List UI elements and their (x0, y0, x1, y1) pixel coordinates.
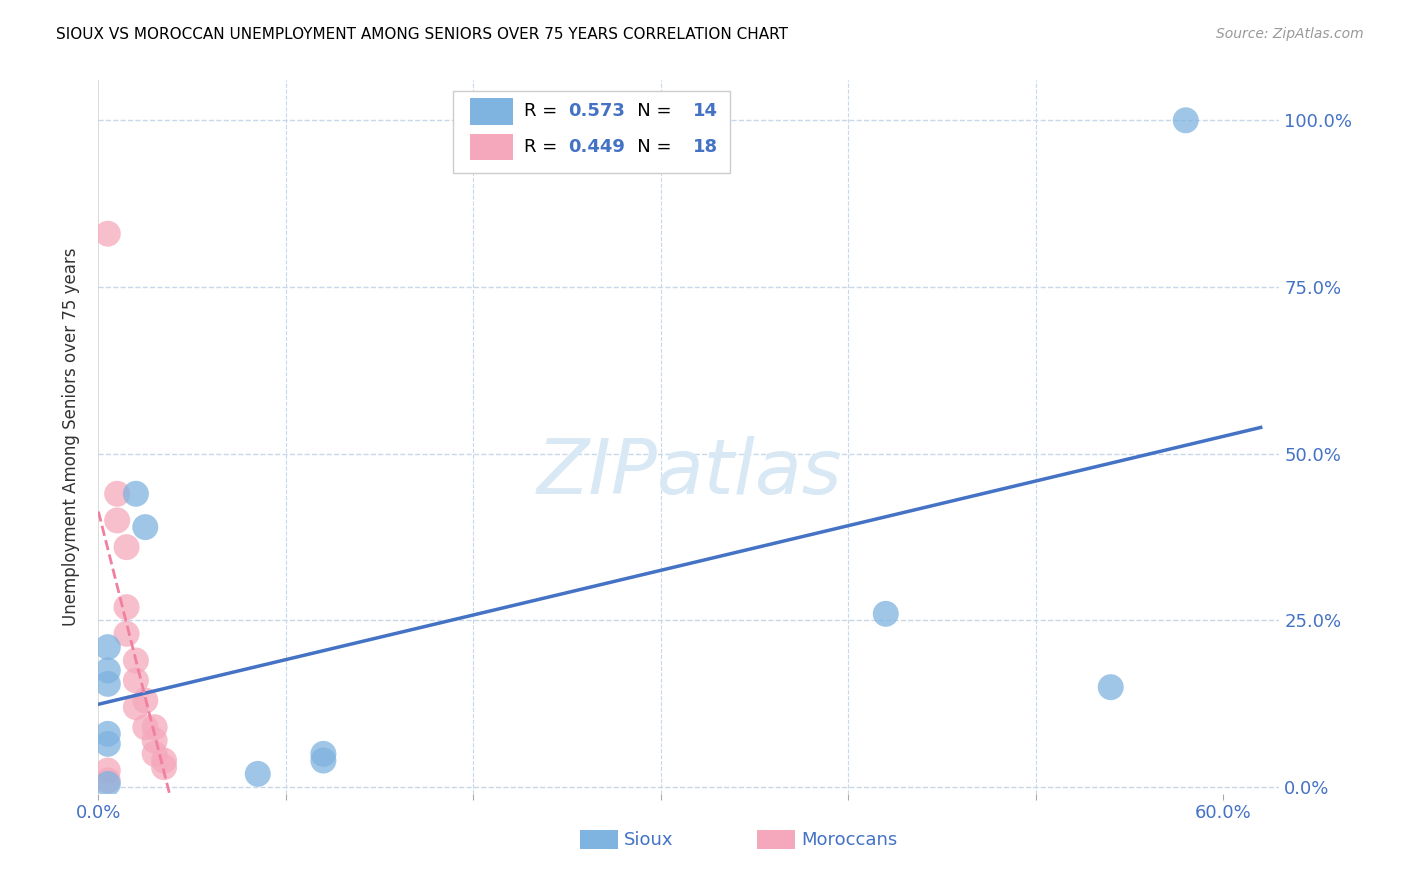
Text: ZIPatlas: ZIPatlas (536, 436, 842, 509)
Text: 18: 18 (693, 138, 717, 156)
Point (97, 677, 120, 691)
Point (105, 487, 128, 501)
Point (125, 653, 148, 667)
Point (115, 600, 138, 615)
FancyBboxPatch shape (581, 830, 619, 849)
Point (125, 700, 148, 714)
Point (312, 747, 335, 761)
Point (97, 777, 120, 791)
FancyBboxPatch shape (471, 98, 513, 125)
Point (97, 764, 120, 778)
Text: Moroccans: Moroccans (801, 830, 897, 848)
Point (153, 754, 176, 768)
Point (134, 693, 156, 707)
Point (115, 627, 138, 641)
FancyBboxPatch shape (453, 91, 730, 173)
Point (143, 720, 166, 734)
Point (125, 487, 148, 501)
Point (143, 733, 166, 747)
Point (97, 227, 120, 241)
Point (97, 737, 120, 751)
Text: Sioux: Sioux (624, 830, 673, 848)
Text: 14: 14 (693, 103, 717, 120)
Point (134, 720, 156, 734)
Point (97, 773, 120, 788)
Point (246, 767, 269, 781)
Text: N =: N = (620, 103, 678, 120)
Y-axis label: Unemployment Among Seniors over 75 years: Unemployment Among Seniors over 75 years (62, 248, 80, 626)
Point (134, 520, 156, 534)
Point (1099, 680, 1122, 694)
Text: R =: R = (523, 138, 562, 156)
Point (143, 747, 166, 761)
Point (97, 727, 120, 741)
Point (125, 673, 148, 688)
Text: R =: R = (523, 103, 562, 120)
Point (1174, 113, 1197, 128)
Text: 0.573: 0.573 (568, 103, 626, 120)
Text: N =: N = (620, 138, 678, 156)
Text: SIOUX VS MOROCCAN UNEMPLOYMENT AMONG SENIORS OVER 75 YEARS CORRELATION CHART: SIOUX VS MOROCCAN UNEMPLOYMENT AMONG SEN… (56, 27, 789, 42)
Text: 0.449: 0.449 (568, 138, 626, 156)
FancyBboxPatch shape (471, 134, 513, 161)
Point (875, 607, 897, 621)
Point (97, 664, 120, 678)
Point (97, 640, 120, 655)
Point (312, 754, 335, 768)
Text: Source: ZipAtlas.com: Source: ZipAtlas.com (1216, 27, 1364, 41)
Point (115, 540, 138, 554)
Point (153, 760, 176, 774)
FancyBboxPatch shape (758, 830, 796, 849)
Point (105, 513, 128, 527)
